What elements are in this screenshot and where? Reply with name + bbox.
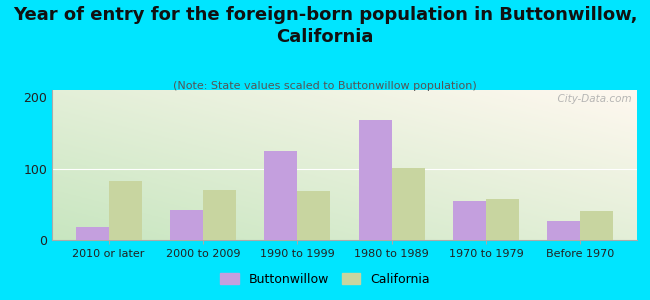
Bar [297, 191, 330, 240]
Bar [265, 151, 297, 240]
Bar [359, 120, 392, 240]
Bar [75, 227, 109, 240]
Text: (Note: State values scaled to Buttonwillow population): (Note: State values scaled to Buttonwill… [173, 81, 477, 91]
Bar [170, 210, 203, 240]
Legend: Buttonwillow, California: Buttonwillow, California [215, 268, 435, 291]
Bar [580, 212, 614, 240]
Text: City-Data.com: City-Data.com [551, 94, 631, 104]
Bar [392, 168, 424, 240]
Bar [547, 221, 580, 240]
Bar [453, 201, 486, 240]
Bar [486, 199, 519, 240]
Bar [203, 190, 236, 240]
Text: Year of entry for the foreign-born population in Buttonwillow,
California: Year of entry for the foreign-born popul… [13, 6, 637, 46]
Bar [109, 181, 142, 240]
